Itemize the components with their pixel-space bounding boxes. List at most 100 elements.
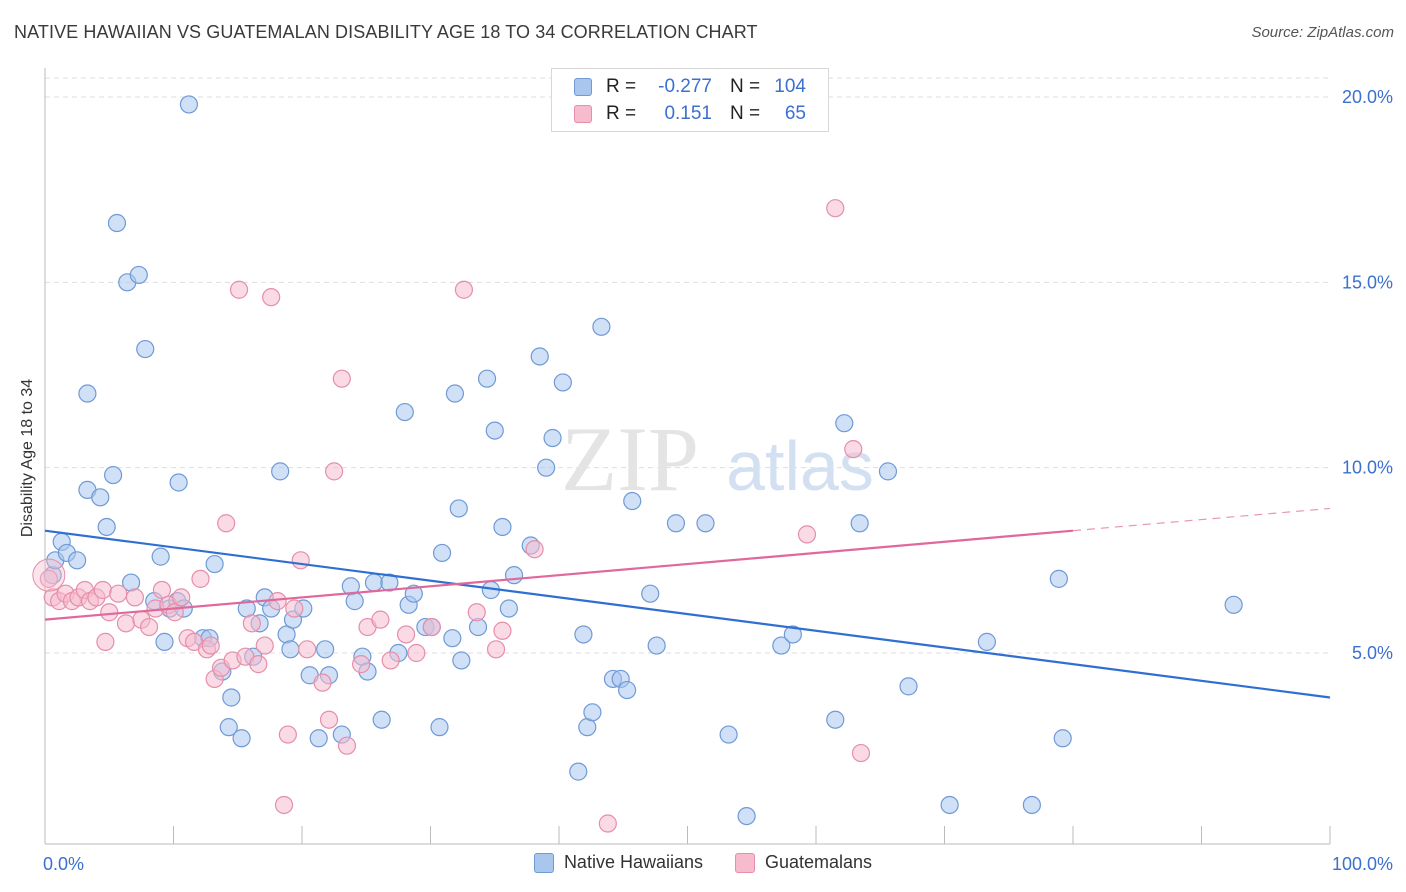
guatemalan-point xyxy=(242,614,261,633)
native-hawaiian-point xyxy=(155,632,174,651)
guatemalan-point xyxy=(139,617,159,637)
native-hawaiian-point xyxy=(430,718,449,737)
guatemalan-point xyxy=(352,655,371,674)
native-hawaiian-point xyxy=(850,514,869,533)
legend-r-value: -0.277 xyxy=(658,76,712,97)
native-hawaiian-point xyxy=(940,795,959,815)
guatemalan-point xyxy=(797,525,817,544)
trend-layer xyxy=(44,507,1331,699)
guatemalan-point xyxy=(109,584,128,603)
native-hawaiian-point xyxy=(696,514,715,533)
native-hawaiian-point xyxy=(78,384,97,403)
legend-label: Native Hawaiians xyxy=(563,852,703,872)
guatemalan-point xyxy=(39,569,58,588)
guatemalan-point xyxy=(332,369,351,388)
legend-row-native-hawaiians: R = -0.277 N = 104 xyxy=(574,74,806,100)
guatemalan-point xyxy=(381,651,400,670)
guatemalan-point xyxy=(116,614,136,633)
guatemalan-point xyxy=(493,621,512,640)
guatemalan-point xyxy=(100,603,119,622)
native-hawaiian-point xyxy=(504,566,524,585)
native-hawaiian-point xyxy=(445,384,465,403)
native-hawaiian-point xyxy=(169,473,188,492)
guatemalan-point xyxy=(396,625,416,644)
guatemalan-point xyxy=(598,814,617,833)
native-hawaiian-point xyxy=(364,573,384,592)
guatemalan-point xyxy=(422,617,441,637)
native-hawaiian-point xyxy=(543,428,562,448)
guatemalan-point xyxy=(486,640,506,659)
native-hawaiian-point xyxy=(281,640,300,659)
native-hawaiian-point xyxy=(136,339,155,359)
guatemalan-point xyxy=(93,580,112,600)
legend-n-value: 65 xyxy=(784,103,806,124)
guatemalan-point xyxy=(249,655,268,674)
legend-item-guatemalans[interactable]: Guatemalans xyxy=(735,852,872,873)
series-legend: Native Hawaiians Guatemalans xyxy=(0,852,1406,873)
legend-r-label: R = xyxy=(606,76,637,97)
native-hawaiian-point xyxy=(380,573,399,592)
legend-item-native-hawaiians[interactable]: Native Hawaiians xyxy=(533,852,703,873)
native-hawaiian-point xyxy=(443,629,462,648)
native-hawaiian-point xyxy=(432,543,452,563)
native-hawaiian-point xyxy=(104,465,123,485)
guatemalan-point xyxy=(96,632,115,651)
native-hawaiian-point xyxy=(618,680,637,700)
source-label: Source: ZipAtlas.com xyxy=(1251,24,1394,41)
guatemalan-point xyxy=(454,280,474,299)
native-hawaiian-point xyxy=(316,640,335,659)
guatemalan-point xyxy=(201,636,220,655)
guatemalan-point xyxy=(325,462,344,481)
legend-label: Guatemalans xyxy=(765,852,873,872)
native-hawaiian-point xyxy=(129,265,148,285)
native-hawaiian-point xyxy=(499,599,518,618)
guatemalan-point xyxy=(274,795,294,815)
guatemalan-point xyxy=(298,640,317,659)
native-hawaiian-point xyxy=(232,729,251,748)
native-hawaiian-point xyxy=(647,636,666,655)
guatemalan-point xyxy=(229,280,249,299)
x-tick-label: 0.0% xyxy=(43,854,84,874)
native-hawaiian-point xyxy=(372,710,391,729)
native-hawaiian-point xyxy=(623,491,642,511)
native-hawaiian-point xyxy=(878,462,898,481)
guatemalan-point xyxy=(844,440,863,459)
native-hawaiian-point xyxy=(1224,595,1243,614)
legend-swatch-blue xyxy=(574,78,592,96)
native-hawaiian-point xyxy=(97,517,116,537)
y-tick-label: 20.0% xyxy=(1342,87,1393,107)
legend-swatch-pink xyxy=(735,852,755,873)
legend-r-label: R = xyxy=(606,103,637,124)
native-hawaiian-point xyxy=(835,414,854,433)
guatemalan-point xyxy=(217,514,236,533)
watermark: ZIP atlas xyxy=(561,408,874,510)
native-hawaiian-point xyxy=(404,584,423,603)
native-hawaiian-point xyxy=(1049,569,1068,588)
legend-r-value: 0.151 xyxy=(664,103,712,124)
points-layer xyxy=(32,95,1243,833)
native-hawaiian-trendline xyxy=(44,529,1331,699)
guatemalan-point xyxy=(278,725,297,744)
native-hawaiian-point xyxy=(899,677,918,696)
y-tick-label: 15.0% xyxy=(1342,272,1393,292)
y-tick-label: 5.0% xyxy=(1352,643,1393,663)
native-hawaiian-point xyxy=(395,402,414,422)
native-hawaiian-point xyxy=(271,462,290,481)
native-hawaiian-point xyxy=(452,651,471,670)
legend-swatch-blue xyxy=(533,852,554,873)
guatemalan-point xyxy=(826,199,845,218)
y-tick-label: 10.0% xyxy=(1342,458,1393,478)
guatemalan-point xyxy=(255,636,274,655)
native-hawaiian-point xyxy=(592,317,611,336)
native-hawaiian-point xyxy=(151,547,170,566)
native-hawaiian-point xyxy=(772,636,791,655)
watermark-atlas: atlas xyxy=(726,427,874,505)
guatemalan-point xyxy=(337,736,357,755)
guatemalan-point xyxy=(313,673,332,692)
guatemalan-point xyxy=(172,588,191,607)
guatemalan-point xyxy=(285,599,304,618)
native-hawaiian-point xyxy=(485,421,504,440)
native-hawaiian-point xyxy=(569,762,588,781)
native-hawaiian-point xyxy=(222,688,241,707)
grid-layer xyxy=(45,77,1330,654)
